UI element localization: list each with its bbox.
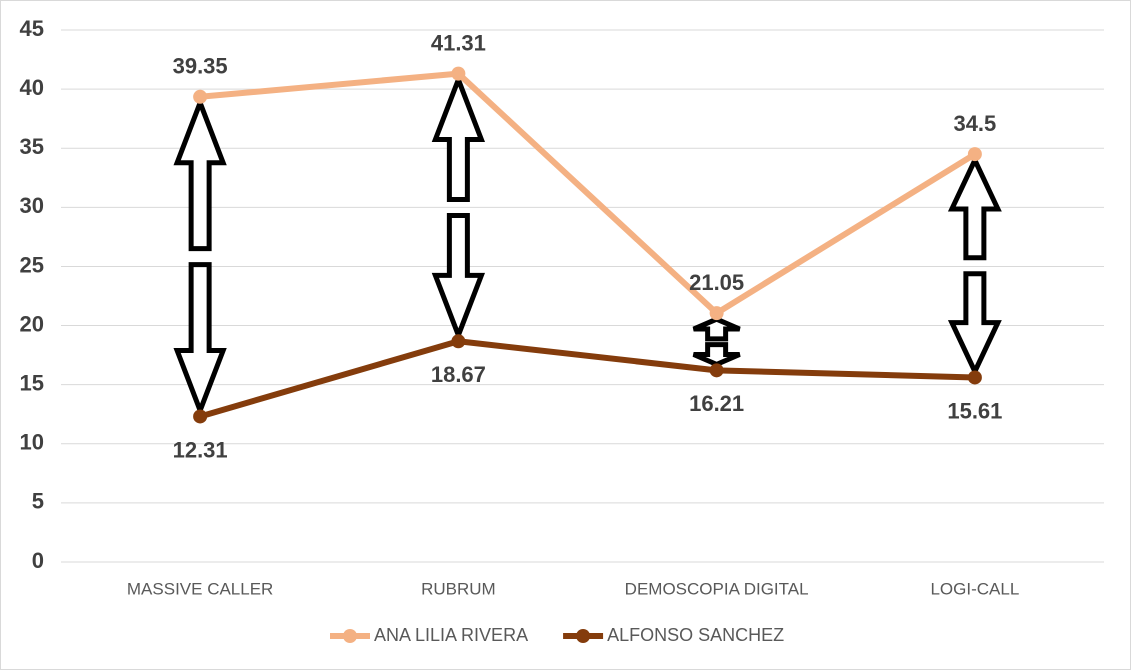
data-label: 12.31: [173, 437, 228, 462]
y-tick-label: 35: [20, 134, 44, 159]
y-tick-label: 5: [32, 489, 44, 514]
y-tick-label: 40: [20, 75, 44, 100]
data-label: 18.67: [431, 362, 486, 387]
point: [451, 334, 466, 349]
point: [709, 306, 724, 321]
x-tick-label: LOGI-CALL: [930, 579, 1019, 598]
y-tick-label: 30: [20, 193, 44, 218]
arrow: [173, 95, 227, 252]
point: [451, 66, 466, 81]
series-line: [199, 70, 977, 317]
y-tick-label: 10: [20, 430, 44, 455]
legend-marker: [343, 629, 357, 643]
x-tick-label: MASSIVE CALLER: [127, 579, 273, 598]
data-label: 34.5: [953, 111, 996, 136]
legend-label: ALFONSO SANCHEZ: [607, 625, 784, 645]
y-tick-label: 15: [20, 370, 44, 395]
arrow: [692, 316, 741, 342]
arrow: [947, 154, 1002, 261]
point: [193, 89, 208, 104]
series-line: [199, 338, 975, 420]
data-label: 16.21: [689, 391, 744, 416]
point: [193, 409, 208, 424]
arrow: [173, 262, 227, 418]
legend-marker: [576, 629, 591, 643]
legend-label: ANA LILIA RIVERA: [374, 625, 528, 645]
x-tick-label: DEMOSCOPIA DIGITAL: [625, 579, 809, 598]
point: [967, 147, 982, 162]
y-tick-label: 20: [20, 311, 44, 336]
data-label: 21.05: [689, 270, 744, 295]
arrow: [431, 72, 486, 202]
y-tick-label: 0: [32, 548, 44, 573]
arrow: [947, 271, 1002, 378]
y-tick-label: 45: [20, 16, 44, 41]
point: [709, 363, 724, 378]
data-label: 39.35: [173, 54, 228, 79]
y-tick-label: 25: [20, 252, 44, 277]
data-label: 15.61: [947, 398, 1002, 423]
arrow: [431, 212, 486, 343]
data-label: 41.31: [431, 30, 486, 55]
x-tick-label: RUBRUM: [421, 579, 496, 598]
arrow: [692, 342, 741, 368]
point: [967, 370, 982, 385]
